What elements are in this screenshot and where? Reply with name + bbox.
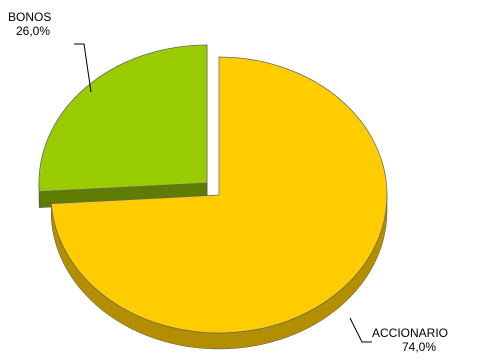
leader-line-bonos — [74, 43, 92, 93]
slice-label-accionario: ACCIONARIO 74,0% — [372, 326, 480, 354]
pie-tops — [38, 44, 388, 334]
slice-name-accionario: ACCIONARIO — [372, 326, 449, 340]
slice-label-bonos: BONOS 26,0% — [8, 10, 68, 38]
slice-value-accionario: 74,0% — [402, 340, 437, 354]
slice-value-bonos: 26,0% — [16, 24, 51, 38]
leader-line-accionario — [349, 317, 372, 343]
slice-name-bonos: BONOS — [8, 10, 52, 24]
leader-lines — [74, 43, 372, 343]
slice-bonos — [38, 44, 208, 193]
slice-accionario — [50, 56, 388, 334]
